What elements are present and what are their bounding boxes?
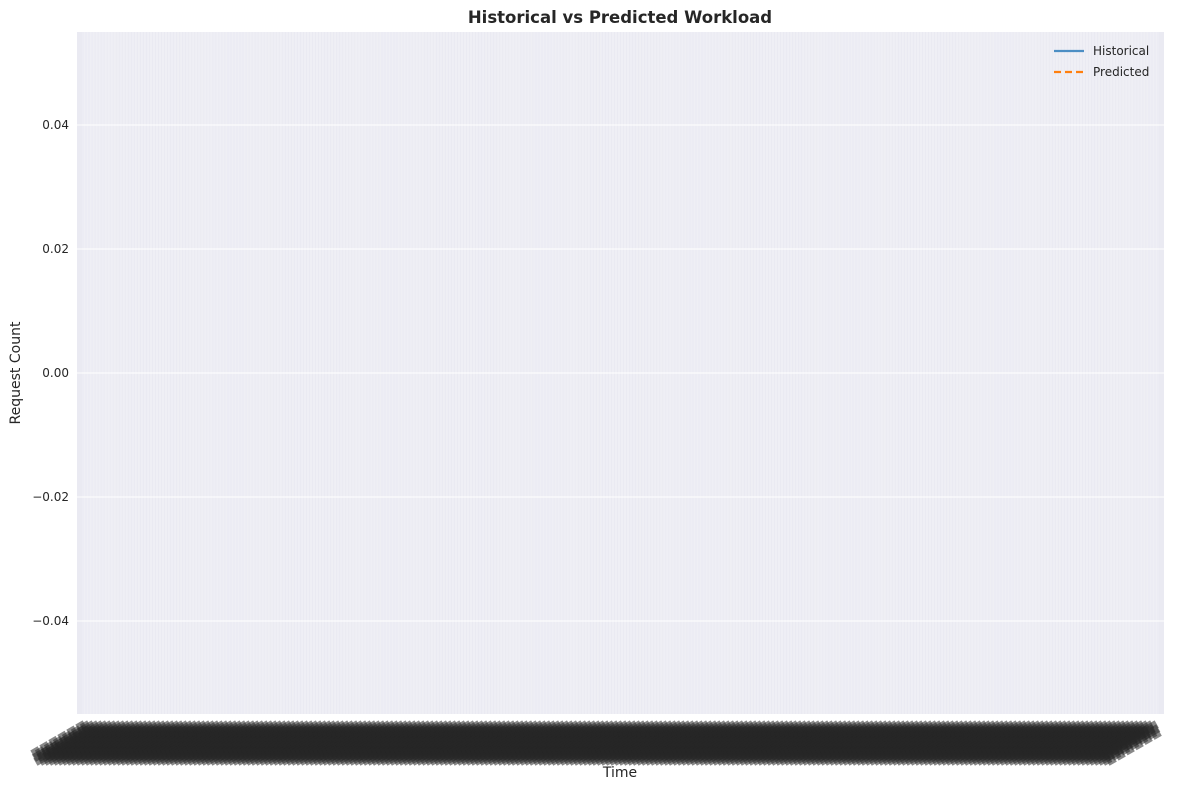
grid-lines: [77, 32, 1164, 714]
y-tick-label: −0.04: [32, 614, 69, 628]
y-axis-ticks: 0.04 0.02 0.00 −0.02 −0.04: [32, 118, 69, 628]
chart-title: Historical vs Predicted Workload: [468, 8, 772, 27]
y-tick-label: 0.04: [42, 118, 69, 132]
legend-label-historical: Historical: [1093, 44, 1149, 58]
y-tick-label: 0.00: [42, 366, 69, 380]
x-axis-label: Time: [602, 765, 637, 781]
x-axis-ticks: ■■■■■■■■■■■■■■■■■■■■■■■■■■■■■■■■■■■■■■■■…: [28, 717, 1164, 767]
y-axis-label: Request Count: [8, 321, 24, 424]
legend-label-predicted: Predicted: [1093, 65, 1149, 79]
y-tick-label: 0.02: [42, 242, 69, 256]
y-tick-label: −0.02: [32, 490, 69, 504]
